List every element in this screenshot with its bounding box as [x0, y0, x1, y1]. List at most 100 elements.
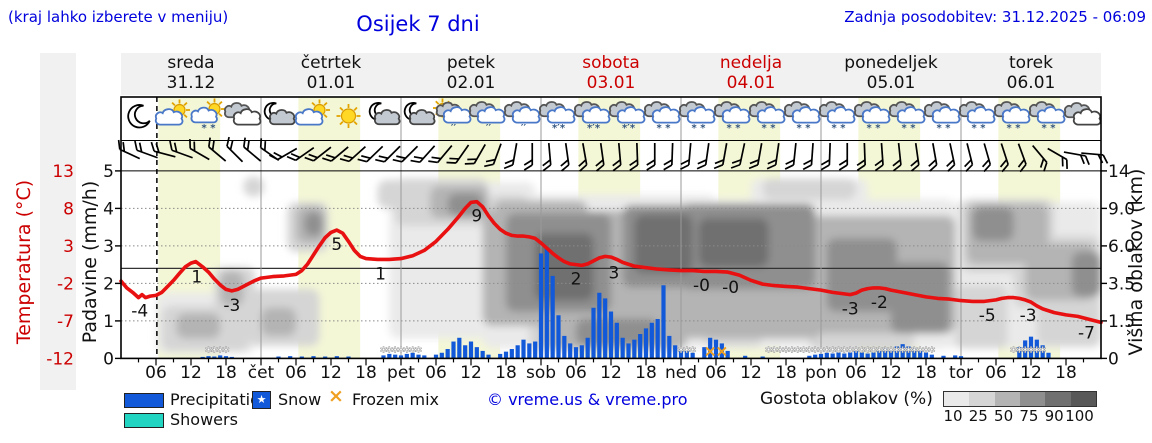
sun-ray: [323, 113, 328, 119]
page-title: Osijek 7 dni: [356, 12, 480, 36]
precip-glyphs: ′′: [451, 123, 457, 134]
wind-barb: [578, 143, 588, 172]
day-date: 05.01: [866, 73, 916, 93]
left-gutter-background: [40, 53, 76, 390]
snow-marker: *: [858, 345, 865, 360]
wind-barb: [484, 143, 502, 168]
day-date: 31.12: [166, 73, 216, 93]
precip-bar: [900, 344, 905, 359]
cloud-shape: [374, 109, 401, 126]
cloud-shape: [1036, 106, 1066, 124]
weather-icon-cloud-rain: ′′: [469, 101, 506, 134]
wind-barb: [503, 143, 518, 170]
wind-barb: [523, 143, 534, 171]
sun-ray: [339, 121, 344, 126]
snow-marker: *: [386, 345, 393, 360]
wind-barb: [542, 142, 552, 172]
weather-icon-cloud-snow: * *: [889, 101, 926, 134]
wind-barb: [1047, 147, 1068, 169]
snow-marker: *: [689, 345, 696, 360]
sun-ray: [353, 106, 358, 111]
temp-tick-label: -12: [46, 349, 74, 369]
time-tick-label: 12: [880, 363, 902, 383]
precip-bar: [597, 292, 602, 359]
precip-glyphs: * *: [867, 123, 882, 134]
cloud-shape: [861, 106, 891, 124]
temp-annotation: -0: [693, 276, 710, 296]
wind-barb: [629, 142, 639, 171]
cloud-shape: [511, 106, 541, 124]
snow-label: Snow: [278, 390, 322, 409]
cloud-shape: [616, 106, 646, 124]
precip-bar: [923, 352, 929, 359]
precip-bar: [387, 353, 392, 359]
precip-bar: [813, 354, 818, 359]
time-tick-label: 12: [740, 363, 762, 383]
time-tick-label: 18: [915, 363, 937, 383]
cloud-shape: [294, 108, 324, 126]
wind-barb: [964, 143, 974, 173]
cloud-tick-label: 1.5: [1108, 312, 1135, 332]
time-tick-label: 18: [1055, 363, 1077, 383]
precip-bar: [626, 343, 631, 359]
precip-bar: [865, 353, 870, 359]
cloud-scale-label: 90: [1044, 407, 1064, 425]
wind-barb: [169, 140, 193, 159]
precip-bar: [585, 337, 590, 359]
cloud-tick-label: 14: [1108, 162, 1130, 182]
cloud-blob: [681, 285, 821, 339]
wind-barb: [874, 142, 884, 172]
cloud-scale-segment: [1019, 392, 1046, 406]
sun-ray: [339, 106, 344, 111]
wind-barbs: [117, 136, 1109, 173]
precip-bar: [334, 356, 339, 359]
precip-glyphs: * *: [1007, 123, 1022, 134]
cloud-shape: [756, 106, 786, 124]
wind-barb: [595, 142, 605, 172]
day-abbrev-label: pon: [805, 363, 837, 383]
snow-marker: *: [1022, 345, 1029, 360]
snow-marker: *: [777, 345, 784, 360]
weather-icon-cloud-snow: * *: [1029, 101, 1066, 134]
cloud-scale-segment: [1045, 392, 1071, 406]
cloud-shape: [651, 106, 681, 124]
temp-annotation: -2: [871, 293, 888, 313]
precipitation-label: Precipitation: [170, 390, 271, 409]
time-tick-label: 18: [355, 363, 377, 383]
precipitation-swatch: [124, 393, 164, 408]
precip-bar: [515, 345, 520, 359]
wind-barb: [375, 145, 401, 163]
cloud-tick-label: 0: [1108, 349, 1119, 369]
day-name: torek: [1008, 53, 1053, 73]
precip-bar: [550, 275, 555, 359]
cloud-shape: [721, 106, 751, 124]
cloud-shape: [476, 106, 506, 124]
day-header-nedelja: nedelja 04.01: [720, 53, 782, 93]
cloud-shape: [409, 109, 436, 126]
wind-barb: [910, 142, 920, 172]
precip-glyphs: * *: [902, 123, 917, 134]
precip-bar: [410, 352, 415, 359]
cloud-scale-segment: [969, 392, 995, 406]
precip-glyphs: ′′: [521, 123, 527, 134]
cloud-scale-segment: [1070, 392, 1096, 406]
cloud-shape: [190, 106, 218, 124]
snow-marker: *: [415, 345, 422, 360]
day-abbrev-label: čet: [248, 363, 275, 383]
precip-glyphs: * *: [937, 123, 952, 134]
precip-bar: [538, 253, 544, 359]
weather-icon-sun: [336, 104, 361, 128]
precip-bar: [562, 335, 567, 359]
weather-icons: * * ′′ ′′ ′′ *′* *′* *′* * * * * * * * * * * * * * * *…: [127, 98, 1102, 134]
copyright: © vreme.us & vreme.pro: [487, 390, 688, 409]
snow-marker: *: [876, 345, 883, 360]
weather-icon-cloud-snow: * *: [679, 101, 716, 134]
cloud-shape: [232, 108, 262, 126]
temp-tick-label: -7: [57, 312, 74, 332]
precip-bar: [398, 355, 404, 359]
cloud-shape: [826, 106, 856, 124]
precipitation-bars: [200, 247, 1051, 359]
snow-marker: *: [893, 345, 900, 360]
time-tick-label: 18: [495, 363, 517, 383]
wind-barb: [856, 142, 866, 171]
